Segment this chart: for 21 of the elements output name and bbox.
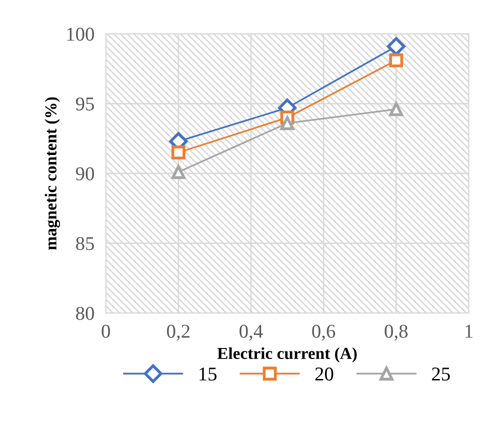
point <box>389 102 404 116</box>
point <box>280 116 294 130</box>
y-tick-label: 100 <box>67 28 94 41</box>
y-tick-label: 85 <box>76 237 94 250</box>
x-tick-label: 0 <box>102 324 110 338</box>
legend-label: 15 <box>200 368 217 381</box>
x-tick-label: 1 <box>466 324 472 338</box>
point <box>389 53 404 68</box>
x-axis-title: Electric current (A) <box>217 347 357 362</box>
y-tick-label: 80 <box>76 306 94 320</box>
x-tick-label: 0,4 <box>240 324 263 341</box>
x-tick-label: 0,8 <box>384 324 408 341</box>
point <box>171 165 186 179</box>
point <box>171 146 186 160</box>
legend-label: 20 <box>315 367 334 381</box>
x-tick-label: 0,6 <box>312 324 336 341</box>
y-axis-title: magnetic content (%) <box>44 97 60 250</box>
y-tick-label: 95 <box>76 98 94 111</box>
legend-label: 25 <box>432 368 450 381</box>
y-tick-label: 90 <box>76 167 94 180</box>
x-tick-label: 0,2 <box>167 324 190 341</box>
